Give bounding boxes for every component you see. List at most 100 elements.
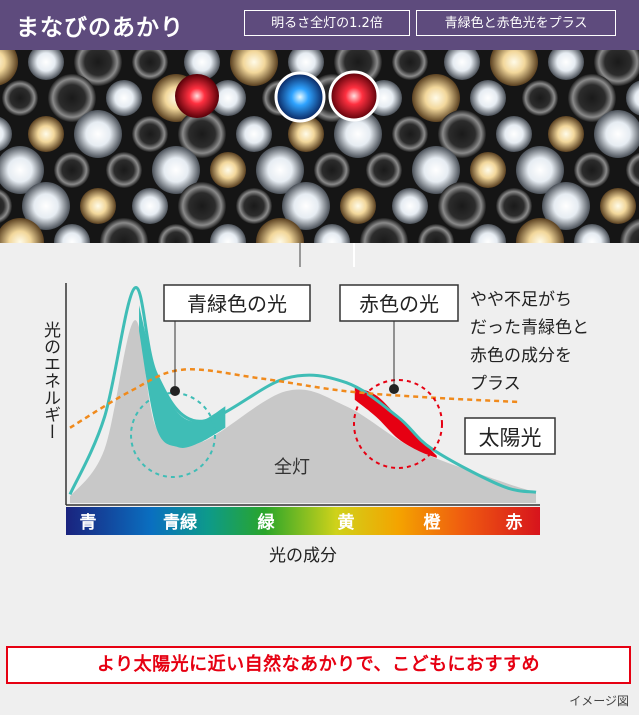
- x-axis-label: 光の成分: [269, 546, 337, 566]
- led-2-3: [132, 116, 168, 152]
- led-0-8: [392, 50, 428, 80]
- y-axis-label: 光のエネルギー: [40, 321, 61, 440]
- led-3-1: [54, 152, 90, 188]
- slogan-banner: より太陽光に近い自然なあかりで、こどもにおすすめ: [6, 646, 631, 684]
- spectrum-tick-0: 青: [80, 512, 97, 533]
- led-2-10: [496, 116, 532, 152]
- led-0-12: [594, 50, 639, 86]
- led-3-11: [574, 152, 610, 188]
- added-blue-green-area: [139, 305, 226, 448]
- led-3-7: [366, 152, 402, 188]
- led-4-11: [542, 182, 590, 230]
- color-badge: 青緑色と赤色光をプラス: [416, 10, 616, 36]
- led-1-11: [568, 74, 616, 122]
- spectrum-chart: 光のエネルギー 青緑色の光 赤色の光 やや不足がち だった青緑色と 赤色の成分を…: [40, 243, 589, 566]
- red-dot: [389, 384, 399, 394]
- led-5-3: [158, 224, 194, 243]
- led-4-9: [438, 182, 486, 230]
- led-2-6: [288, 116, 324, 152]
- led-2-5: [236, 116, 272, 152]
- spectrum-tick-4: 橙: [424, 512, 442, 533]
- led-4-7: [340, 188, 376, 224]
- note-line-1: やや不足がち: [470, 290, 572, 310]
- led-1-2: [106, 80, 142, 116]
- led-2-12: [594, 110, 639, 158]
- product-title: まなびのあかり: [16, 15, 184, 41]
- zentou-label: 全灯: [274, 457, 310, 478]
- mananobi-spectrum-line: [68, 286, 537, 496]
- led-0-2: [74, 50, 122, 86]
- sunlight-label-box: [464, 417, 556, 455]
- led-4-0: [0, 189, 12, 223]
- led-3-9: [470, 152, 506, 188]
- led-4-10: [496, 188, 532, 224]
- led-0-1: [28, 50, 64, 80]
- led-3-3: [152, 146, 200, 194]
- led-1-0: [2, 80, 38, 116]
- header-bar: まなびのあかり 明るさ全灯の1.2倍 青緑色と赤色光をプラス: [0, 0, 639, 50]
- red-highlight-circle: [353, 379, 443, 469]
- led-2-9: [438, 110, 486, 158]
- led-array-graphic: [0, 50, 639, 243]
- led-2-2: [74, 110, 122, 158]
- led-4-3: [132, 188, 168, 224]
- led-1-8: [412, 74, 460, 122]
- led-0-11: [548, 50, 584, 80]
- led-3-5: [256, 146, 304, 194]
- led-5-10: [516, 218, 564, 243]
- led-5-4: [210, 224, 246, 243]
- led-4-6: [282, 182, 330, 230]
- sunlight-line: [69, 368, 519, 429]
- led-5-9: [470, 224, 506, 243]
- led-5-8: [418, 224, 454, 243]
- led-4-5: [236, 188, 272, 224]
- led-0-3: [132, 50, 168, 80]
- led-4-2: [80, 188, 116, 224]
- note-line-2: だった青緑色と: [470, 318, 589, 338]
- note-line-4: プラス: [470, 374, 521, 394]
- brightness-badge: 明るさ全灯の1.2倍: [244, 10, 410, 36]
- led-3-0: [0, 146, 44, 194]
- added-red-area: [354, 386, 437, 458]
- led-5-1: [54, 224, 90, 243]
- led-5-7: [360, 218, 408, 243]
- led-2-1: [28, 116, 64, 152]
- led-3-6: [314, 152, 350, 188]
- led-3-8: [412, 146, 460, 194]
- led-1-12: [626, 80, 639, 116]
- led-3-10: [516, 146, 564, 194]
- led-5-11: [574, 224, 610, 243]
- note-line-3: 赤色の成分を: [470, 346, 572, 366]
- red-led-right: [328, 70, 380, 122]
- led-2-11: [548, 116, 584, 152]
- led-0-4: [184, 50, 220, 80]
- led-1-1: [48, 74, 96, 122]
- spectrum-bar: [66, 507, 540, 535]
- led-1-10: [522, 80, 558, 116]
- led-5-6: [314, 224, 350, 243]
- blue-green-highlight-circle: [130, 392, 216, 478]
- led-3-4: [210, 152, 246, 188]
- blue-green-callout: 青緑色の光: [187, 292, 287, 316]
- sunlight-label: 太陽光: [479, 426, 542, 450]
- led-2-0: [0, 117, 12, 151]
- led-5-12: [620, 218, 639, 243]
- spectrum-tick-labels: 青 青緑 緑 黄 橙 赤: [80, 512, 523, 533]
- blue-green-dot: [170, 386, 180, 396]
- red-led-left: [175, 74, 219, 118]
- led-2-4: [178, 110, 226, 158]
- led-4-12: [600, 188, 636, 224]
- led-1-4: [210, 80, 246, 116]
- zentou-area: [70, 320, 536, 503]
- led-0-5: [230, 50, 278, 86]
- spectrum-tick-2: 緑: [258, 512, 276, 533]
- image-caption: イメージ図: [569, 694, 629, 708]
- blue-green-callout-box: [163, 284, 311, 322]
- led-array-photo: [0, 50, 639, 243]
- spectrum-tick-5: 赤: [506, 512, 523, 533]
- led-2-7: [334, 110, 382, 158]
- blue-led: [274, 71, 326, 123]
- red-callout-box: [339, 284, 459, 322]
- led-4-8: [392, 188, 428, 224]
- led-5-2: [100, 218, 148, 243]
